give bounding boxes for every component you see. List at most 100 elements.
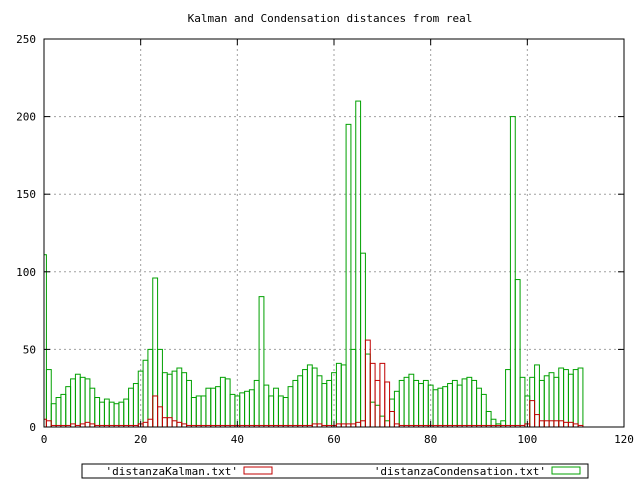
condensation-bar: [128, 387, 134, 428]
condensation-bar: [108, 401, 115, 428]
condensation-bar: [268, 395, 275, 428]
condensation-bar: [442, 386, 449, 428]
x-tick-label: 80: [424, 433, 437, 446]
condensation-bar: [514, 279, 521, 428]
condensation-bar: [157, 348, 163, 428]
condensation-bar: [558, 367, 565, 428]
condensation-bar: [447, 383, 453, 428]
x-tick-label: 20: [134, 433, 147, 446]
kalman-bar: [558, 420, 565, 428]
condensation-bar: [335, 362, 342, 428]
condensation-bar: [84, 378, 91, 428]
kalman-bar: [374, 379, 381, 428]
condensation-bar: [50, 403, 57, 428]
x-tick-label: 60: [327, 433, 340, 446]
condensation-bar: [466, 376, 473, 428]
condensation-bar: [369, 401, 376, 428]
condensation-bar: [345, 123, 352, 428]
condensation-bar: [219, 376, 226, 428]
condensation-bar: [171, 370, 178, 428]
condensation-bar: [79, 376, 86, 428]
y-tick-label: 50: [23, 343, 36, 356]
kalman-bar: [152, 395, 159, 428]
kalman-bar: [157, 406, 163, 428]
condensation-bar: [166, 373, 173, 428]
kalman-bar: [534, 414, 540, 428]
kalman-bar: [538, 420, 545, 428]
condensation-bar: [118, 401, 125, 428]
condensation-bar: [89, 387, 96, 428]
kalman-bar: [389, 410, 395, 428]
condensation-bar: [195, 395, 202, 428]
condensation-bar: [350, 348, 357, 428]
legend-box: [81, 463, 589, 479]
condensation-bar: [253, 379, 260, 428]
condensation-bar: [297, 375, 304, 428]
series-1: [43, 100, 584, 428]
condensation-bar: [316, 375, 323, 428]
condensation-bar: [379, 415, 386, 428]
condensation-bar: [239, 392, 246, 428]
condensation-bar: [364, 353, 371, 428]
condensation-bar: [432, 389, 439, 428]
y-tick-label: 150: [16, 188, 36, 201]
condensation-bar: [277, 395, 284, 428]
condensation-bar: [413, 379, 420, 428]
condensation-bar: [543, 375, 550, 428]
condensation-bar: [302, 369, 308, 428]
condensation-bar: [94, 397, 101, 428]
condensation-bar: [287, 386, 294, 428]
kalman-bar: [84, 421, 91, 428]
legend-swatch-condensation: [551, 466, 581, 475]
kalman-bar: [364, 339, 371, 428]
condensation-bar: [282, 397, 289, 428]
kalman-bar: [543, 420, 550, 428]
condensation-bar: [74, 373, 81, 428]
condensation-bar: [360, 252, 366, 428]
kalman-bar: [384, 381, 391, 428]
condensation-bar: [244, 390, 250, 428]
condensation-bar: [384, 420, 391, 428]
condensation-bar: [190, 397, 197, 428]
condensation-bar: [476, 387, 482, 428]
condensation-bar: [471, 379, 478, 428]
legend-label-condensation: 'distanzaCondensation.txt': [374, 465, 546, 478]
condensation-bar: [60, 393, 67, 428]
condensation-bar: [292, 379, 299, 428]
condensation-bar: [408, 373, 415, 428]
condensation-bar: [340, 364, 347, 428]
kalman-bar: [360, 420, 366, 428]
y-tick-label: 250: [16, 33, 36, 46]
bars: [43, 100, 584, 428]
condensation-bar: [103, 398, 110, 428]
kalman-bar: [171, 420, 178, 428]
condensation-bar: [456, 384, 463, 428]
axis-ticks: 0 20 40 60 80 100 120 0 50 100 150 200 250: [16, 33, 634, 446]
kalman-bar: [176, 421, 183, 428]
kalman-bar: [161, 417, 168, 428]
kalman-bar: [567, 421, 574, 428]
grid: [44, 39, 624, 427]
condensation-bar: [55, 397, 62, 428]
condensation-bar: [529, 376, 536, 428]
condensation-bar: [451, 379, 458, 428]
condensation-bar: [70, 378, 76, 428]
condensation-bar: [563, 369, 569, 428]
condensation-bar: [572, 369, 579, 428]
y-tick-label: 200: [16, 111, 36, 124]
condensation-bar: [205, 387, 212, 428]
condensation-bar: [263, 384, 270, 428]
condensation-bar: [553, 376, 560, 428]
condensation-bar: [45, 369, 52, 428]
condensation-bar: [224, 378, 231, 428]
series-0: [43, 339, 584, 428]
kalman-bar: [355, 421, 362, 428]
condensation-bar: [200, 395, 207, 428]
condensation-bar: [577, 367, 584, 428]
condensation-bar: [113, 403, 120, 428]
condensation-bar: [176, 367, 183, 428]
condensation-bar: [258, 296, 265, 428]
condensation-bar: [534, 364, 540, 428]
condensation-bar: [161, 372, 168, 428]
